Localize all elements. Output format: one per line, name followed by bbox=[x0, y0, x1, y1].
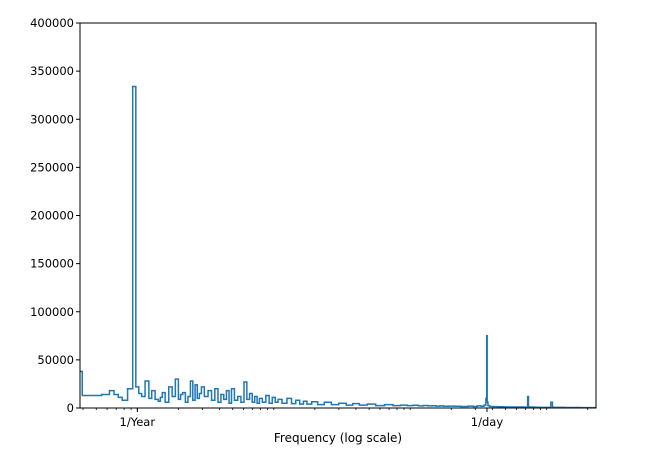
y-tick-label: 0 bbox=[67, 401, 74, 415]
plot-frame bbox=[79, 22, 597, 409]
x-axis-label: Frequency (log scale) bbox=[274, 431, 402, 445]
y-tick-label: 250000 bbox=[30, 160, 74, 174]
x-axis: 1/Year 1/day bbox=[82, 408, 589, 429]
y-tick-label: 200000 bbox=[30, 209, 74, 223]
x-tick-label: 1/Year bbox=[120, 415, 156, 429]
y-axis: 0 50000 100000 150000 200000 250000 300000 3500… bbox=[30, 16, 80, 415]
y-tick-label: 50000 bbox=[37, 353, 74, 367]
y-tick-label: 100000 bbox=[30, 305, 74, 319]
x-tick-label: 1/day bbox=[471, 415, 504, 429]
y-tick-label: 150000 bbox=[30, 257, 74, 271]
y-tick-label: 300000 bbox=[30, 112, 74, 126]
series-line bbox=[80, 85, 596, 409]
y-tick-label: 400000 bbox=[30, 16, 74, 30]
plot-area bbox=[80, 23, 596, 408]
series-layer bbox=[80, 85, 596, 409]
y-tick-label: 350000 bbox=[30, 64, 74, 78]
